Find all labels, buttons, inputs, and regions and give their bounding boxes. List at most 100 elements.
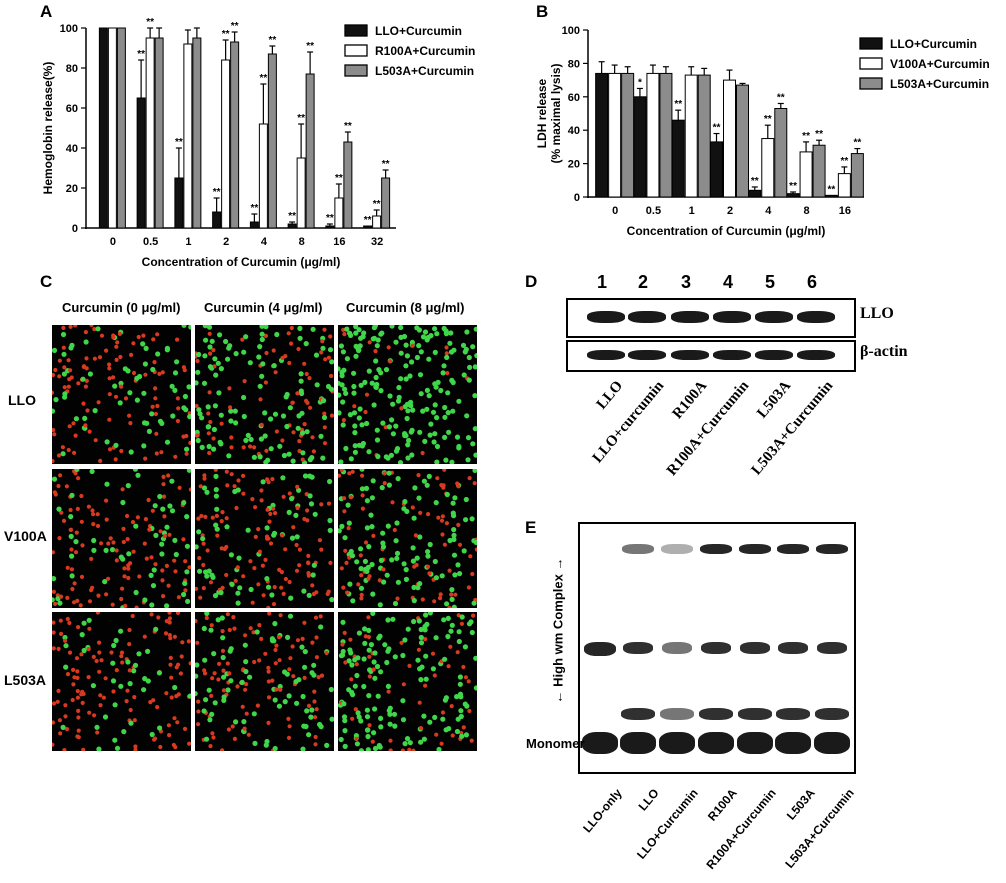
gel-lane-label: L503A [783,786,818,823]
significance-label: ** [713,123,721,134]
x-tick-label: 4 [261,236,268,248]
bar [174,177,184,229]
significance-label: ** [231,21,239,32]
gel-lane-label: L503A+Curcumin [782,786,857,871]
mid-band [662,642,692,654]
wb-llo-band [628,311,666,323]
significance-label: ** [344,121,352,132]
bar [850,153,864,198]
significance-label: ** [268,35,276,46]
wb-lane-number: 3 [681,272,692,292]
y-tick-label: 80 [66,63,78,75]
wb-band-label-actin: β-actin [860,343,908,360]
high-wm-band [700,544,732,554]
wb-lane-label: R100A+Curcumin [663,378,753,479]
micrograph-cells [338,325,477,464]
y-tick-label: 80 [568,58,580,70]
x-tick-label: 0 [110,236,116,248]
y-axis-title: Hemoglobin release(%) [41,62,55,195]
micrograph-r1-c1 [195,469,334,608]
bar [154,37,164,229]
x-axis-title: Concentration of Curcumin (μg/ml) [627,224,826,238]
wb-actin-band [671,350,709,360]
wb-llo-band [587,311,625,323]
gel-lane-label: R100A [704,786,740,824]
panel-label-c: C [40,272,53,291]
wb-lane-label: L503A [754,378,795,422]
intermediate-band [738,708,772,720]
significance-label: ** [222,29,230,40]
wb-lane-number: 6 [807,272,818,292]
y-tick-label: 60 [66,103,78,115]
bar [325,225,335,229]
y-tick-label: 100 [562,25,580,37]
bar [107,27,117,229]
micrograph-col-title-1: Curcumin (4 μg/ml) [204,300,323,315]
bar [710,141,723,198]
wb-llo-band [713,311,751,323]
bar [786,193,800,198]
significance-label: ** [751,176,759,187]
bar [212,211,222,229]
mid-band [778,642,808,654]
y-axis-title: LDH release [535,78,549,148]
high-wm-band [622,544,654,554]
legend-label: LLO+Curcumin [375,24,462,38]
panel-label-a: A [40,2,53,21]
micrograph-r2-c1 [195,612,334,751]
x-tick-label: 1 [185,236,191,248]
monomer-band [620,732,656,754]
mid-band [701,642,731,654]
micrograph-r1-c0 [52,469,191,608]
bar [824,194,838,198]
bar [812,144,826,198]
monomer-label: Monomer [526,736,585,751]
significance-label: ** [373,199,381,210]
high-wm-complex-label: ← High wm Complex → [550,557,566,704]
x-tick-label: 0 [612,205,618,217]
bar [267,53,277,229]
bar [343,141,353,229]
legend-swatch [859,57,883,70]
micrograph-cells [52,469,191,608]
wb-llo-band [797,311,835,323]
panel-label-d: D [525,272,538,291]
bar [183,43,193,229]
monomer-band [582,732,618,754]
bar [249,221,259,229]
micrograph-cells [195,612,334,751]
x-tick-label: 0.5 [646,205,661,217]
significance-label: ** [335,173,343,184]
significance-label: ** [213,187,221,198]
high-wm-band [816,544,848,554]
micrograph-cells [338,612,477,751]
x-tick-label: 0.5 [143,236,158,248]
micrograph-col-title-0: Curcumin (0 μg/ml) [62,300,181,315]
bar [723,79,736,198]
bar [595,72,609,198]
high-wm-band [739,544,771,554]
legend-swatch [344,64,368,77]
wb-lane-label: R100A [669,378,711,423]
panel-label-e: E [525,518,537,537]
micrograph-cells [52,325,191,464]
bar [697,74,711,198]
micrograph-r0-c1 [195,325,334,464]
y-tick-label: 40 [66,143,78,155]
wb-actin-band [797,350,835,360]
wb-llo-band [755,311,793,323]
wb-actin-band [755,350,793,360]
x-tick-label: 16 [839,205,851,217]
bar [761,138,775,198]
legend-label: V100A+Curcumin [890,57,990,71]
gel-lane-label: LLO [635,786,662,814]
significance-label: ** [674,99,682,110]
bar [145,37,155,229]
bar [736,84,749,198]
bar [136,97,146,229]
wb-llo-band [671,311,709,323]
monomer-band [737,732,773,754]
x-tick-label: 16 [333,236,345,248]
bar [372,215,382,229]
micrograph-r0-c2 [338,325,477,464]
